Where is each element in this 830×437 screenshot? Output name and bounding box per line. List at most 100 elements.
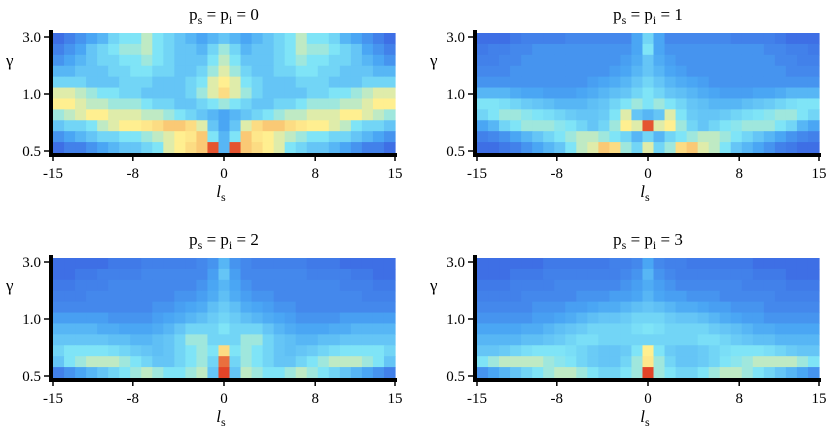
heatmap-cell: [554, 301, 566, 314]
heatmap-cell: [763, 87, 776, 100]
heatmap-cell: [53, 323, 65, 335]
heatmap-cell: [130, 131, 142, 143]
heatmap-cell: [708, 290, 721, 303]
heatmap-cell: [372, 258, 385, 270]
heatmap-cell: [609, 54, 622, 67]
heatmap-cell: [229, 334, 242, 346]
heatmap-cell: [675, 33, 688, 45]
heatmap-cell: [686, 356, 699, 368]
heatmap-cell: [653, 120, 666, 132]
heatmap-cell: [273, 142, 286, 154]
heatmap-cell: [284, 356, 297, 368]
heatmap-cell: [251, 258, 264, 270]
heatmap-cell: [675, 290, 688, 303]
heatmap-cell: [477, 33, 489, 45]
heatmap-cell: [686, 258, 699, 270]
heatmap-cell: [587, 131, 599, 143]
heatmap-cell: [741, 268, 754, 281]
heatmap-cell: [477, 301, 489, 314]
heatmap-cell: [587, 98, 599, 110]
heatmap-cell: [598, 33, 610, 45]
heatmap-cell: [675, 43, 688, 56]
heatmap-cell: [521, 367, 533, 379]
heatmap-cell: [763, 323, 776, 335]
panel-title-bsub: i: [229, 13, 233, 27]
heatmap-cell: [207, 290, 220, 303]
heatmap-cell: [774, 109, 787, 121]
heatmap-cell: [339, 258, 352, 270]
heatmap-cell: [119, 109, 131, 121]
heatmap-cell: [620, 367, 633, 379]
heatmap-cell: [488, 312, 500, 325]
heatmap-cell: [372, 65, 385, 78]
heatmap-cell: [697, 268, 710, 281]
heatmap-cell: [130, 120, 142, 132]
heatmap-cell: [488, 98, 500, 110]
heatmap-cell: [653, 301, 666, 314]
heatmap-cell: [141, 33, 153, 45]
heatmap-cell: [262, 301, 275, 314]
heatmap-cell: [488, 65, 500, 78]
heatmap-cell: [339, 312, 352, 325]
heatmap-cell: [664, 98, 677, 110]
heatmap-cell: [141, 109, 153, 121]
heatmap-cell: [317, 65, 330, 78]
heatmap-cell: [796, 356, 809, 368]
heatmap-cell: [807, 258, 820, 270]
heatmap-cell: [306, 109, 319, 121]
heatmap-cell: [262, 33, 275, 45]
heatmap-cell: [196, 290, 209, 303]
panel-title-a: p: [189, 5, 198, 24]
heatmap-cell: [53, 131, 65, 143]
heatmap-cell: [609, 301, 622, 314]
heatmap-cell: [598, 367, 610, 379]
heatmap-cell: [752, 290, 765, 303]
panel-title-bsub: i: [653, 13, 657, 27]
heatmap-cell: [317, 109, 330, 121]
heatmap-cell: [295, 268, 308, 281]
heatmap-cell: [229, 367, 242, 379]
heatmap-cell: [631, 323, 644, 335]
heatmap-cell: [130, 356, 142, 368]
heatmap-cell: [97, 268, 109, 281]
heatmap-cell: [207, 356, 220, 368]
heatmap-cell: [708, 131, 721, 143]
heatmap-cell: [163, 301, 175, 314]
y-axis-label: γ: [5, 276, 14, 295]
heatmap-cell: [350, 142, 363, 154]
heatmap-cell: [152, 87, 164, 100]
heatmap-cell: [499, 268, 511, 281]
heatmap-cell: [295, 258, 308, 270]
heatmap-cell: [295, 312, 308, 325]
heatmap-cell: [119, 33, 131, 45]
heatmap-cell: [75, 131, 87, 143]
heatmap-cell: [229, 76, 242, 89]
heatmap-cell: [664, 54, 677, 67]
heatmap-cell: [741, 33, 754, 45]
heatmap-cell: [653, 268, 666, 281]
x-tick-label: 15: [812, 391, 827, 407]
heatmap-cell: [587, 65, 599, 78]
panel-title: ps = pi = 2: [189, 230, 259, 252]
heatmap-cell: [229, 33, 242, 45]
heatmap-cell: [708, 312, 721, 325]
heatmap-cell: [328, 290, 341, 303]
heatmap-cell: [543, 290, 555, 303]
heatmap-cell: [675, 109, 688, 121]
heatmap-cell: [499, 131, 511, 143]
heatmap-cell: [174, 367, 186, 379]
heatmap-cell: [576, 290, 588, 303]
heatmap-cell: [119, 76, 131, 89]
heatmap-cell: [532, 142, 544, 154]
heatmap-cell: [350, 312, 363, 325]
heatmap-cell: [752, 142, 765, 154]
heatmap-cell: [796, 323, 809, 335]
heatmap-cell: [317, 33, 330, 45]
heatmap-cell: [97, 312, 109, 325]
heatmap-cell: [273, 65, 286, 78]
heatmap-cell: [306, 131, 319, 143]
heatmap-cell: [609, 323, 622, 335]
heatmap-cell: [163, 258, 175, 270]
heatmap-cell: [521, 142, 533, 154]
